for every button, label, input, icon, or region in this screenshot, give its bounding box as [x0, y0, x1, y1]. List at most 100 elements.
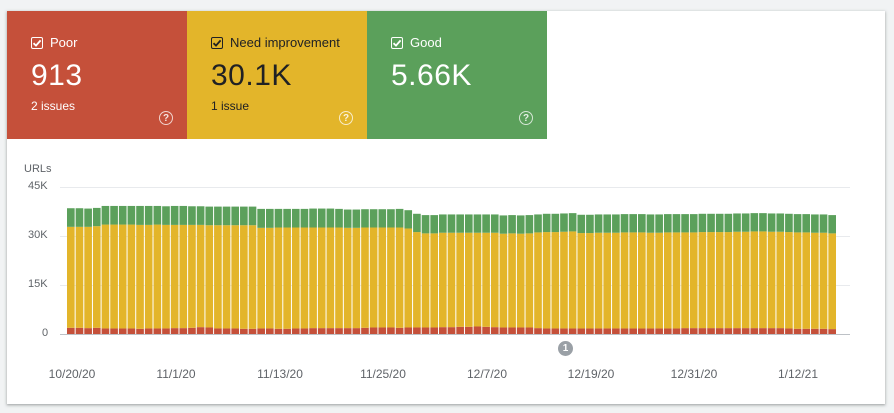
bar-good[interactable]: [802, 214, 811, 233]
bar-good[interactable]: [300, 208, 309, 228]
bar-need-improvement[interactable]: [274, 227, 283, 329]
bar-need-improvement[interactable]: [361, 227, 369, 328]
help-icon[interactable]: ?: [339, 111, 353, 125]
bar-poor[interactable]: [265, 328, 274, 334]
bar-need-improvement[interactable]: [196, 224, 205, 328]
bar-need-improvement[interactable]: [430, 233, 439, 328]
bar-poor[interactable]: [560, 328, 568, 334]
bar-good[interactable]: [283, 208, 291, 228]
bar-poor[interactable]: [326, 328, 335, 334]
bar-poor[interactable]: [629, 328, 638, 334]
bar-need-improvement[interactable]: [153, 224, 162, 329]
good-tile[interactable]: Good 5.66K ?: [367, 11, 547, 139]
bar-need-improvement[interactable]: [205, 225, 214, 328]
bar-poor[interactable]: [170, 328, 179, 334]
checkbox-icon[interactable]: [31, 36, 43, 49]
bar-need-improvement[interactable]: [378, 227, 387, 328]
bar-need-improvement[interactable]: [482, 232, 490, 327]
bar-need-improvement[interactable]: [222, 225, 231, 329]
bar-need-improvement[interactable]: [508, 233, 516, 328]
bar-need-improvement[interactable]: [387, 227, 395, 328]
bar-need-improvement[interactable]: [490, 232, 499, 328]
bar-good[interactable]: [741, 213, 750, 232]
bar-good[interactable]: [698, 213, 707, 233]
bar-good[interactable]: [291, 208, 300, 228]
bar-poor[interactable]: [568, 328, 577, 334]
bar-poor[interactable]: [672, 328, 681, 334]
bar-need-improvement[interactable]: [352, 227, 361, 329]
help-icon[interactable]: ?: [519, 111, 533, 125]
bar-good[interactable]: [811, 214, 819, 233]
bar-need-improvement[interactable]: [92, 226, 101, 328]
bar-good[interactable]: [655, 214, 663, 233]
bar-need-improvement[interactable]: [586, 233, 594, 329]
bar-need-improvement[interactable]: [819, 232, 828, 329]
bar-need-improvement[interactable]: [456, 232, 464, 327]
bar-need-improvement[interactable]: [785, 232, 793, 329]
bar-good[interactable]: [274, 208, 283, 228]
bar-need-improvement[interactable]: [750, 231, 759, 329]
bar-poor[interactable]: [638, 328, 646, 334]
bar-good[interactable]: [404, 210, 413, 229]
bar-good[interactable]: [638, 214, 646, 233]
bar-good[interactable]: [482, 214, 490, 233]
bar-poor[interactable]: [317, 328, 326, 334]
bar-good[interactable]: [326, 208, 335, 228]
bar-need-improvement[interactable]: [802, 232, 811, 329]
bar-need-improvement[interactable]: [413, 232, 421, 328]
bar-good[interactable]: [110, 205, 118, 225]
bar-good[interactable]: [603, 214, 612, 233]
bar-good[interactable]: [101, 205, 110, 225]
bar-need-improvement[interactable]: [231, 225, 240, 329]
bar-good[interactable]: [785, 213, 793, 233]
bar-good[interactable]: [594, 214, 603, 233]
bar-need-improvement[interactable]: [620, 232, 629, 329]
bar-need-improvement[interactable]: [75, 226, 84, 328]
bar-need-improvement[interactable]: [542, 232, 551, 329]
bar-good[interactable]: [179, 205, 188, 225]
bar-poor[interactable]: [828, 329, 836, 334]
bar-poor[interactable]: [196, 327, 205, 334]
bar-poor[interactable]: [144, 328, 153, 334]
bar-poor[interactable]: [603, 328, 612, 334]
bar-need-improvement[interactable]: [655, 232, 663, 329]
bar-need-improvement[interactable]: [534, 232, 542, 329]
bar-good[interactable]: [361, 209, 369, 228]
bar-good[interactable]: [793, 214, 802, 233]
bar-need-improvement[interactable]: [672, 232, 681, 329]
bar-need-improvement[interactable]: [136, 224, 144, 329]
bar-poor[interactable]: [291, 328, 300, 334]
bar-good[interactable]: [828, 215, 836, 234]
bar-need-improvement[interactable]: [828, 233, 836, 330]
bar-poor[interactable]: [75, 327, 84, 334]
bar-poor[interactable]: [819, 328, 828, 334]
bar-poor[interactable]: [257, 328, 265, 334]
bar-poor[interactable]: [473, 326, 482, 334]
bar-need-improvement[interactable]: [793, 232, 802, 329]
bar-poor[interactable]: [733, 328, 741, 334]
bar-need-improvement[interactable]: [291, 227, 300, 329]
bar-need-improvement[interactable]: [646, 232, 655, 329]
bar-need-improvement[interactable]: [447, 232, 456, 328]
bar-good[interactable]: [733, 213, 741, 232]
bar-poor[interactable]: [646, 328, 655, 334]
bar-poor[interactable]: [248, 328, 257, 334]
bar-good[interactable]: [767, 213, 776, 232]
bar-good[interactable]: [196, 206, 205, 225]
bar-good[interactable]: [214, 206, 222, 226]
bar-good[interactable]: [473, 214, 482, 233]
bar-poor[interactable]: [759, 328, 767, 334]
bar-need-improvement[interactable]: [188, 224, 196, 328]
checkbox-icon[interactable]: [391, 36, 403, 49]
bar-poor[interactable]: [404, 327, 413, 334]
bar-need-improvement[interactable]: [741, 231, 750, 329]
bar-good[interactable]: [188, 206, 196, 225]
bar-good[interactable]: [317, 208, 326, 228]
bar-poor[interactable]: [586, 328, 594, 334]
bar-need-improvement[interactable]: [681, 232, 689, 329]
bar-poor[interactable]: [508, 327, 516, 334]
bar-need-improvement[interactable]: [326, 227, 335, 329]
bar-need-improvement[interactable]: [776, 231, 785, 329]
bar-good[interactable]: [75, 208, 84, 227]
bar-good[interactable]: [222, 206, 231, 226]
